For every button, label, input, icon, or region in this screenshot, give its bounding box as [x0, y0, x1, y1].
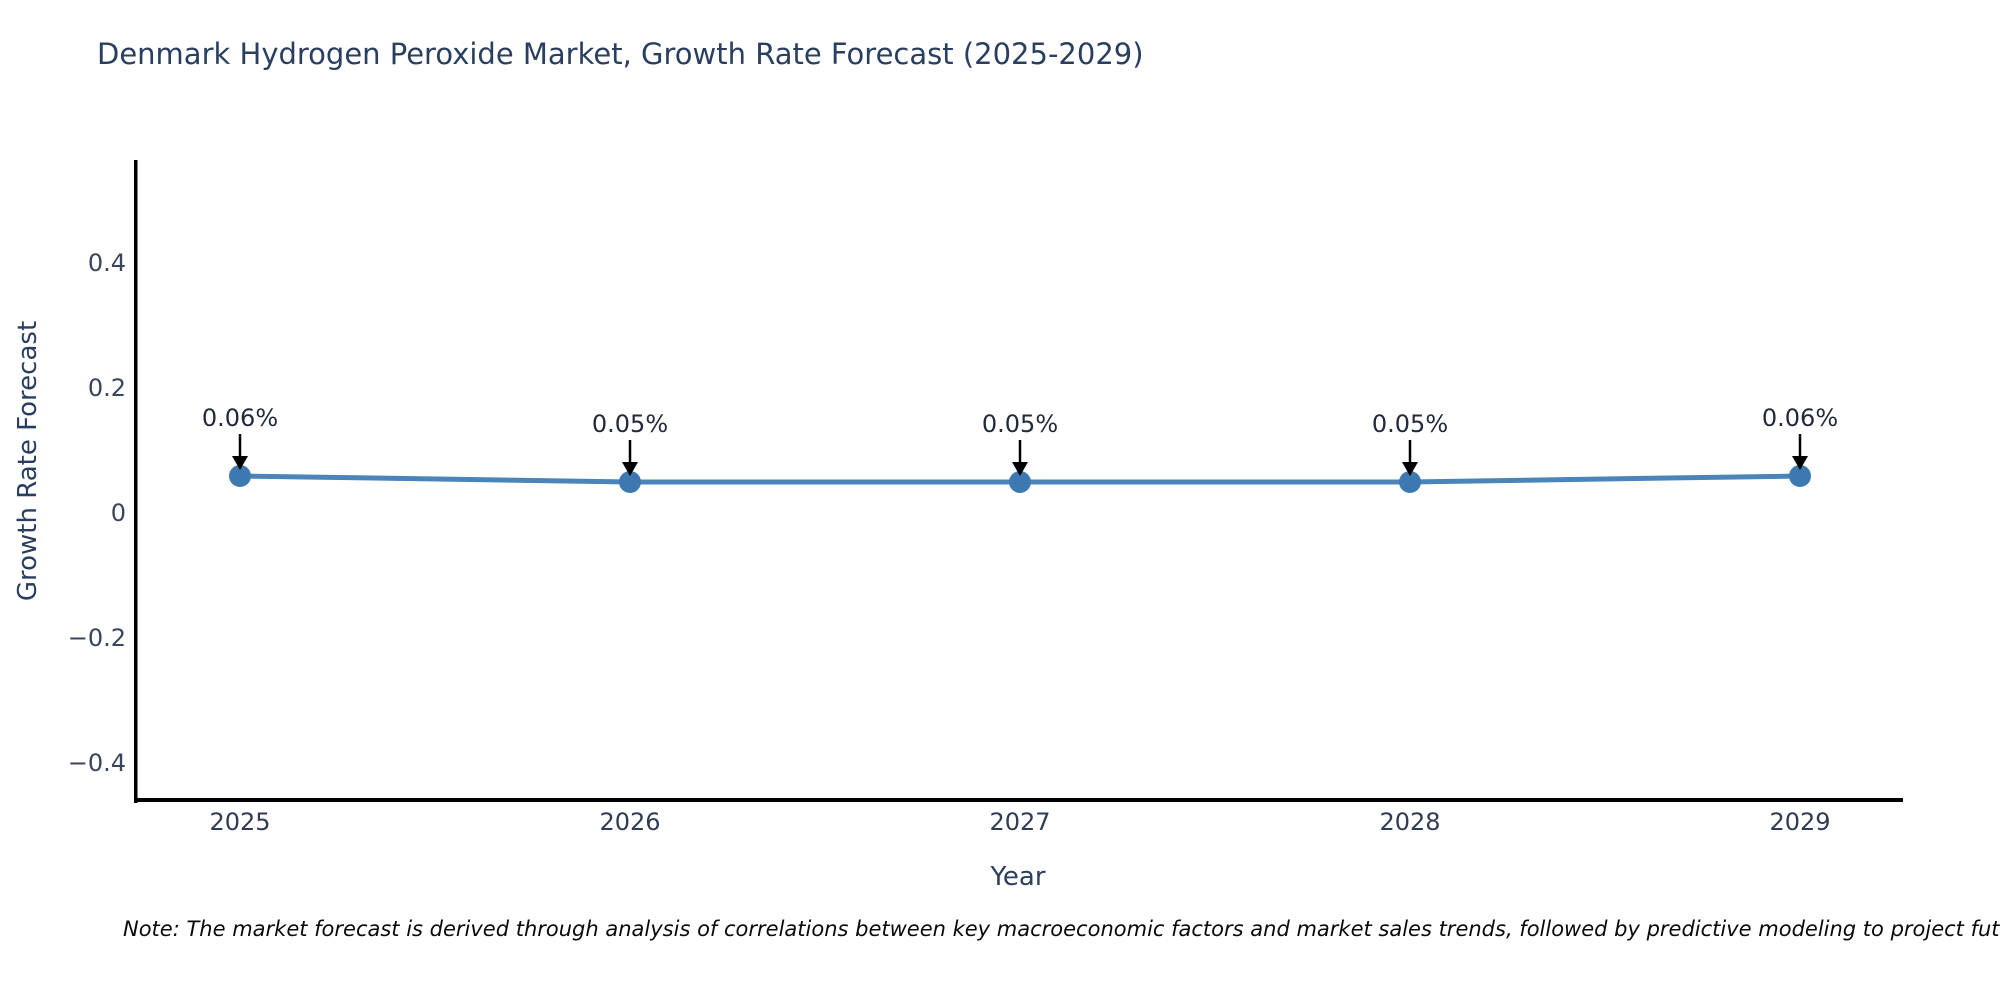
x-axis-spine — [134, 798, 1903, 802]
annotation-arrow-icon-2026 — [622, 440, 638, 476]
data-point-marker-2028 — [1399, 471, 1421, 493]
data-point-marker-2029 — [1789, 465, 1811, 487]
point-annotation: 0.05% — [1371, 410, 1449, 438]
x-tick-label: 2028 — [1379, 808, 1441, 836]
data-point-marker-2026 — [619, 471, 641, 493]
y-tick-label: 0.2 — [87, 374, 126, 402]
point-annotation: 0.05% — [591, 410, 669, 438]
data-point-marker-2027 — [1009, 471, 1031, 493]
chart-title: Denmark Hydrogen Peroxide Market, Growth… — [97, 37, 1144, 71]
annotation-arrow-icon-2027 — [1012, 440, 1028, 476]
point-annotation: 0.05% — [981, 410, 1059, 438]
x-tick-label: 2026 — [599, 808, 661, 836]
x-tick-label: 2025 — [209, 808, 271, 836]
y-tick-label: −0.4 — [67, 749, 126, 777]
x-tick-label: 2027 — [989, 808, 1051, 836]
annotation-arrow-icon-2029 — [1792, 434, 1808, 470]
data-point-marker-2025 — [229, 465, 251, 487]
x-axis-title: Year — [990, 862, 1046, 892]
annotation-arrow-icon-2028 — [1402, 440, 1418, 476]
y-axis-spine — [134, 160, 138, 803]
point-annotation: 0.06% — [1761, 404, 1839, 432]
annotation-arrow-icon-2025 — [232, 434, 248, 470]
point-annotation: 0.06% — [201, 404, 279, 432]
footnote: Note: The market forecast is derived thr… — [123, 917, 2000, 941]
x-tick-label: 2029 — [1769, 808, 1831, 836]
y-tick-label: 0.4 — [87, 249, 126, 277]
y-tick-label: 0 — [110, 499, 126, 527]
y-tick-label: −0.2 — [67, 624, 126, 652]
